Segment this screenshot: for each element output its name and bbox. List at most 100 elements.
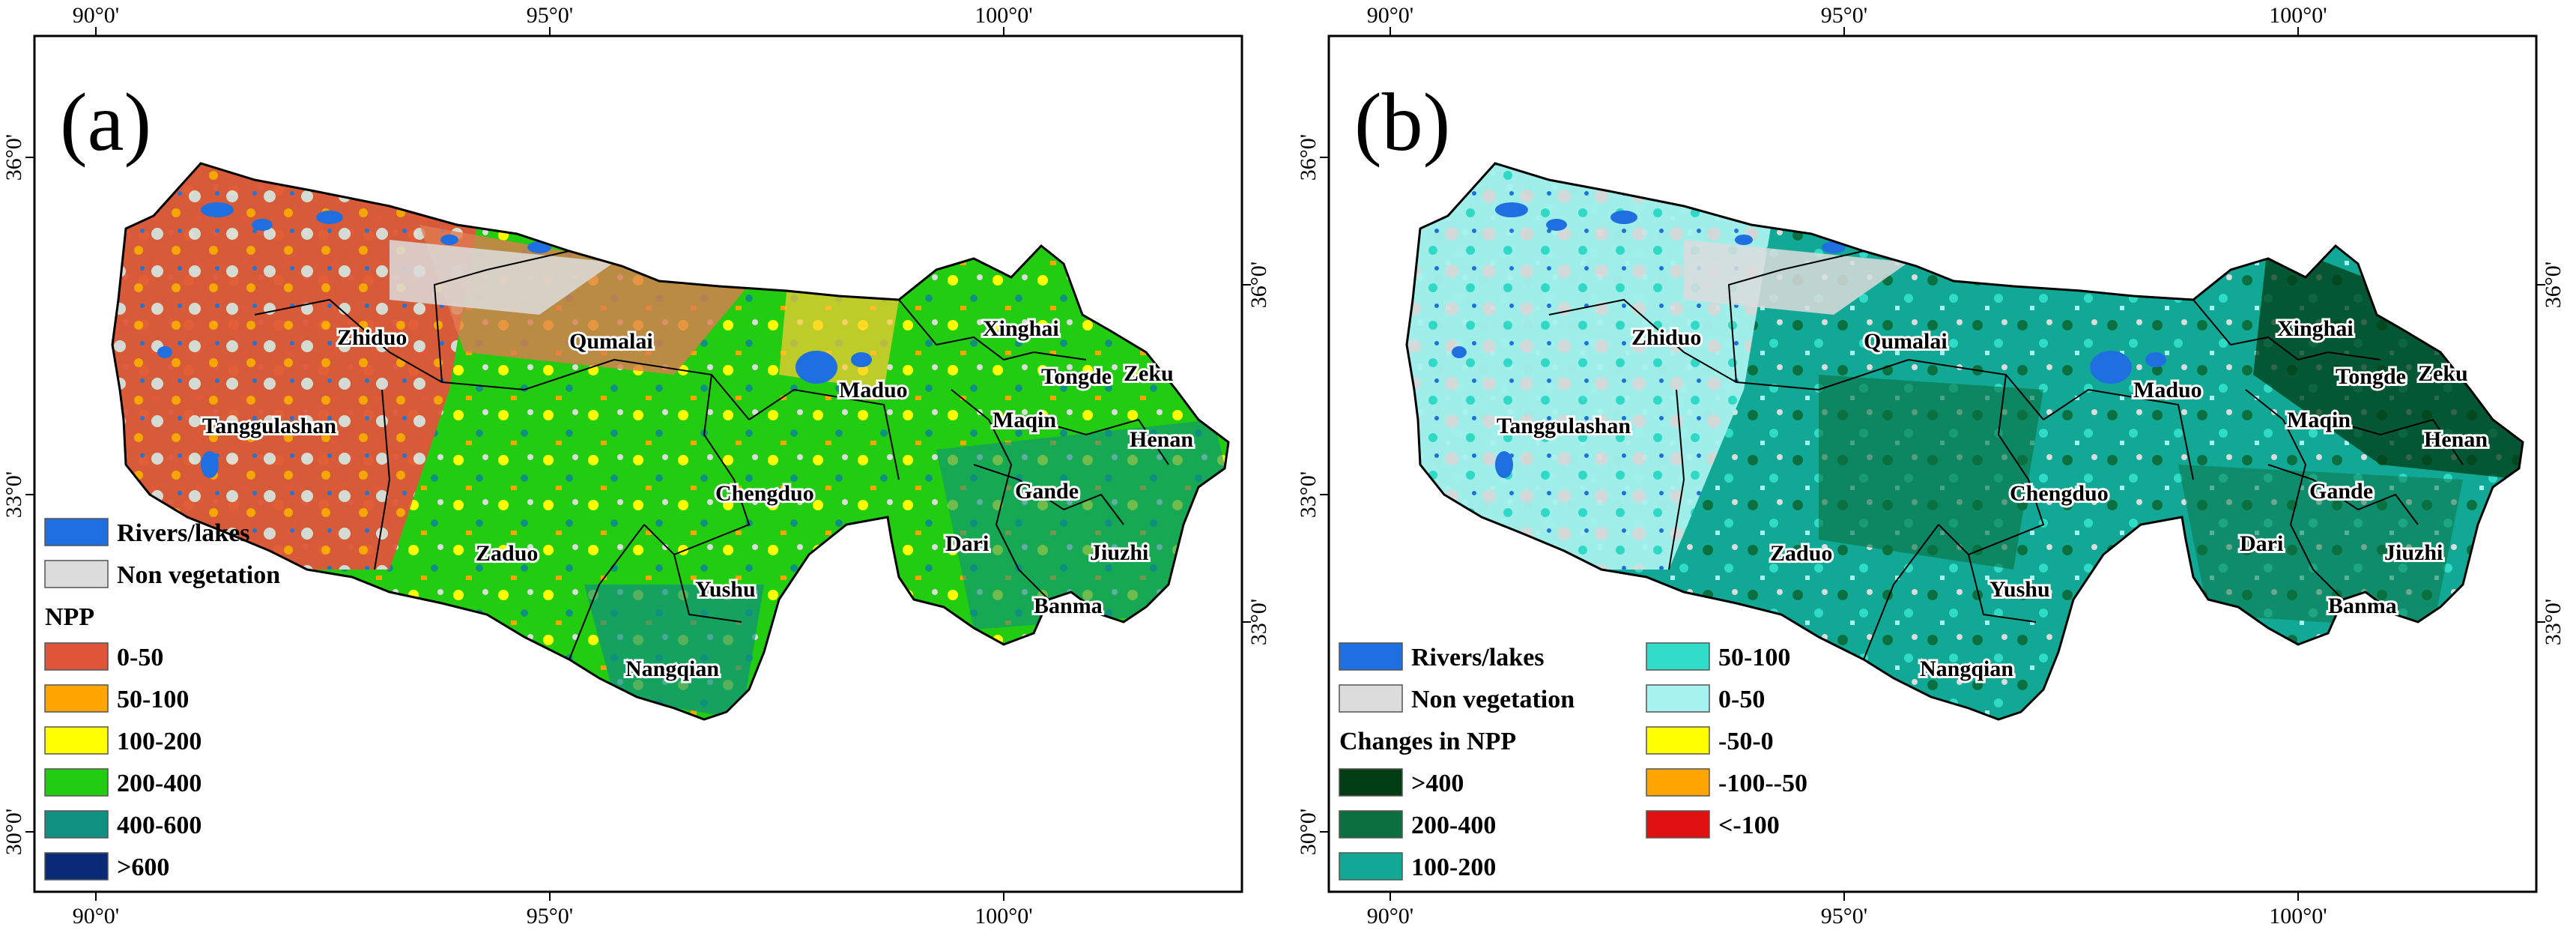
legend-label: 0-50 — [117, 644, 163, 671]
svg-text:33°0': 33°0' — [2541, 599, 2566, 645]
svg-text:36°0': 36°0' — [1246, 262, 1271, 308]
legend-swatch — [44, 726, 109, 755]
county-label-chengduo: Chengduo — [2010, 481, 2109, 506]
county-label-henan: Henan — [1130, 427, 1193, 452]
county-label-gande: Gande — [1015, 479, 1079, 504]
svg-text:36°0': 36°0' — [1296, 134, 1321, 181]
legend-swatch — [1646, 810, 1710, 839]
svg-text:90°0': 90°0' — [73, 3, 119, 28]
legend-swatch — [44, 684, 109, 713]
legend-swatch — [1646, 726, 1710, 755]
svg-text:100°0': 100°0' — [975, 904, 1032, 929]
legend-a: Rivers/lakes Non vegetation NPP 0-50 50-… — [44, 518, 280, 881]
legend-swatch — [44, 852, 109, 881]
county-label-dari: Dari — [2240, 531, 2283, 556]
county-label-zhiduo: Zhiduo — [337, 325, 407, 350]
svg-text:95°0': 95°0' — [527, 3, 573, 28]
county-label-tanggulashan: Tanggulashan — [202, 414, 336, 438]
svg-text:100°0': 100°0' — [2269, 904, 2327, 929]
legend-label: <-100 — [1718, 812, 1780, 839]
legend-label: 200-400 — [117, 770, 201, 797]
tick-labels-b: 90°0' 95°0' 100°0' 90°0' 95°0' 100°0' 36… — [1296, 3, 2566, 929]
panel-letter-b: (b) — [1354, 76, 1450, 168]
legend-swatch — [1646, 642, 1710, 671]
legend-swatch — [1339, 642, 1403, 671]
panel-b: Zhiduo Qumalai Tanggulashan Maduo Xingha… — [1294, 0, 2575, 930]
legend-swatch — [44, 560, 109, 588]
county-label-zhiduo: Zhiduo — [1631, 325, 1701, 350]
svg-text:100°0': 100°0' — [975, 3, 1032, 28]
legend-label: 100-200 — [117, 728, 201, 755]
legend-b: Rivers/lakes Non vegetation Changes in N… — [1339, 642, 1807, 881]
county-labels: Zhiduo Qumalai Tanggulashan Maduo Xingha… — [1494, 314, 2490, 683]
legend-swatch — [1339, 810, 1403, 839]
legend-label: Rivers/lakes — [1411, 644, 1545, 671]
county-label-maqin: Maqin — [992, 408, 1056, 432]
county-label-zeku: Zeku — [1124, 361, 1174, 386]
county-label-yushu: Yushu — [695, 577, 756, 602]
county-label-zaduo: Zaduo — [476, 541, 538, 566]
legend-swatch — [1339, 684, 1403, 713]
legend-swatch — [44, 768, 109, 797]
county-label-qumalai: Qumalai — [569, 329, 653, 354]
legend-label: 100-200 — [1411, 854, 1496, 881]
legend-label: 50-100 — [117, 686, 189, 713]
ticks-b — [1320, 27, 2545, 901]
county-boundaries — [254, 250, 1169, 660]
county-boundaries — [1548, 250, 2464, 660]
legend-label: 400-600 — [117, 812, 201, 839]
svg-text:95°0': 95°0' — [527, 904, 573, 929]
ticks-a — [25, 27, 1251, 901]
legend-swatch — [1646, 684, 1710, 713]
county-labels: Zhiduo Qumalai Tanggulashan Maduo Xingha… — [200, 314, 1195, 683]
legend-swatch — [1646, 768, 1710, 797]
legend-label: -100--50 — [1718, 770, 1807, 797]
county-label-maduo: Maduo — [2133, 378, 2202, 402]
county-label-tongde: Tongde — [1041, 364, 1112, 389]
legend-swatch — [44, 810, 109, 839]
legend-label: >400 — [1411, 770, 1464, 797]
county-label-banma: Banma — [1034, 594, 1103, 618]
svg-text:90°0': 90°0' — [1367, 3, 1413, 28]
county-label-tanggulashan: Tanggulashan — [1497, 414, 1631, 438]
legend-label: 50-100 — [1718, 644, 1790, 671]
county-label-yushu: Yushu — [1989, 577, 2050, 602]
tick-labels-a: 90°0' 95°0' 100°0' 90°0' 95°0' 100°0' 36… — [1, 3, 1271, 929]
panel-a: Zhiduo Qumalai Tanggulashan Maduo Xingha… — [0, 0, 1281, 930]
county-label-maduo: Maduo — [839, 378, 908, 402]
svg-text:90°0': 90°0' — [1367, 904, 1413, 929]
legend-swatch — [44, 518, 109, 546]
panel-letter-a: (a) — [60, 76, 151, 168]
county-label-nangqian: Nangqian — [1920, 656, 2013, 681]
county-label-qumalai: Qumalai — [1864, 329, 1948, 354]
county-label-chengduo: Chengduo — [715, 481, 814, 506]
legend-title: Changes in NPP — [1339, 728, 1516, 755]
county-label-henan: Henan — [2424, 427, 2488, 452]
county-label-gande: Gande — [2309, 479, 2373, 504]
svg-text:95°0': 95°0' — [1821, 3, 1867, 28]
map-svg-a: Zhiduo Qumalai Tanggulashan Maduo Xingha… — [1, 3, 1271, 929]
county-label-maqin: Maqin — [2287, 408, 2351, 432]
legend-label: 0-50 — [1718, 686, 1765, 713]
legend-label: Non vegetation — [1411, 686, 1575, 713]
svg-text:30°0': 30°0' — [1, 809, 26, 855]
county-label-xinghai: Xinghai — [2277, 316, 2354, 341]
legend-swatch — [1339, 852, 1403, 881]
legend-swatch — [1339, 768, 1403, 797]
svg-text:100°0': 100°0' — [2269, 3, 2327, 28]
svg-text:95°0': 95°0' — [1821, 904, 1867, 929]
county-label-zeku: Zeku — [2418, 361, 2468, 386]
svg-text:36°0': 36°0' — [2541, 262, 2566, 308]
study-region — [1405, 162, 2524, 721]
legend-title: NPP — [45, 603, 94, 631]
svg-text:36°0': 36°0' — [1, 134, 26, 181]
svg-text:33°0': 33°0' — [1246, 599, 1271, 645]
county-label-zaduo: Zaduo — [1770, 541, 1832, 566]
legend-label: Rivers/lakes — [117, 519, 250, 547]
svg-text:33°0': 33°0' — [1, 471, 26, 518]
county-label-dari: Dari — [945, 531, 989, 556]
svg-text:90°0': 90°0' — [73, 904, 119, 929]
county-label-tongde: Tongde — [2336, 364, 2406, 389]
legend-label: -50-0 — [1718, 728, 1774, 755]
map-svg-b: Zhiduo Qumalai Tanggulashan Maduo Xingha… — [1296, 3, 2566, 929]
